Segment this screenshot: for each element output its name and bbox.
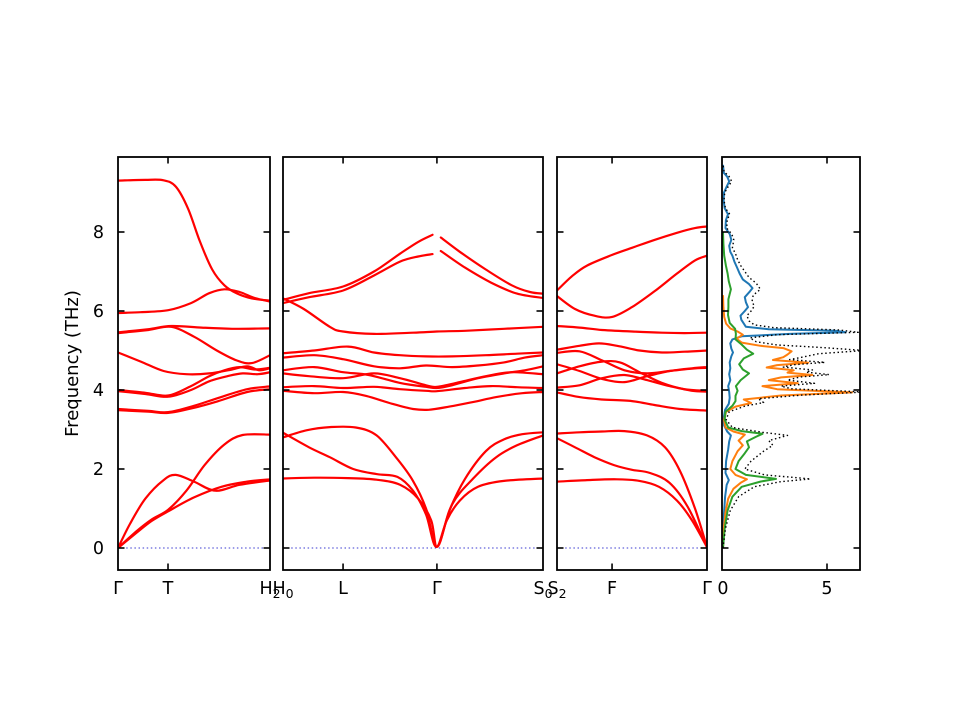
partial-dos-orange-curve bbox=[722, 295, 853, 549]
x-tick-label: Γ bbox=[702, 579, 712, 599]
phonon-band-curve bbox=[557, 349, 707, 375]
phonon-band-curve bbox=[283, 476, 543, 548]
x-tick-label: Γ bbox=[113, 579, 123, 599]
total-dos-curve bbox=[722, 164, 860, 549]
phonon-band-curve bbox=[557, 342, 707, 354]
y-axis-label: Frequency (THz) bbox=[62, 290, 83, 437]
phonon-band-curve bbox=[118, 365, 270, 397]
dos-x-tick-label: 5 bbox=[821, 579, 832, 599]
x-tick-label: F bbox=[607, 579, 617, 599]
phonon-band-curve bbox=[557, 225, 707, 292]
phonon-band-curve bbox=[118, 351, 270, 376]
phonon-band-curve bbox=[557, 391, 707, 412]
phonon-band-curve bbox=[118, 178, 270, 302]
y-tick-label: 6 bbox=[93, 302, 104, 322]
x-tick-label: H0 bbox=[272, 579, 293, 601]
phonon-band-curve bbox=[283, 253, 434, 305]
partial-dos-green-curve bbox=[722, 231, 777, 549]
phonon-band-curve bbox=[118, 371, 270, 398]
y-tick-label: 8 bbox=[93, 223, 104, 243]
curves-layer bbox=[118, 164, 860, 550]
phonon-band-curve bbox=[283, 354, 543, 370]
phonon-band-curve bbox=[118, 288, 270, 315]
phonon-band-curve bbox=[118, 325, 270, 365]
phonon-band-curve bbox=[557, 254, 707, 319]
phonon-band-curve bbox=[439, 236, 543, 295]
y-tick-label: 4 bbox=[93, 381, 104, 401]
x-tick-label: L bbox=[338, 579, 348, 599]
band-panel-frame-2 bbox=[282, 156, 544, 571]
band-panel-frame-3 bbox=[556, 156, 708, 571]
phonon-band-curve bbox=[557, 324, 707, 335]
y-tick-label: 0 bbox=[93, 539, 104, 559]
phonon-band-curve bbox=[283, 345, 543, 358]
phonon-band-curve bbox=[283, 297, 543, 336]
phonon-band-curve bbox=[439, 249, 543, 300]
phonon-band-curve bbox=[283, 384, 543, 393]
phonon-band-curve bbox=[283, 425, 543, 548]
phonon-band-curve bbox=[283, 431, 543, 548]
phonon-band-curve bbox=[283, 233, 434, 301]
phonon-band-curve bbox=[283, 389, 543, 412]
x-tick-label: T bbox=[162, 579, 174, 599]
frame-layer bbox=[117, 156, 861, 571]
x-tick-label: S0 bbox=[533, 579, 552, 601]
phonon-band-curve bbox=[557, 478, 707, 549]
phonon-band-curve bbox=[118, 473, 270, 550]
x-tick-label: Γ bbox=[432, 579, 442, 599]
phonon-band-curve bbox=[283, 365, 543, 390]
partial-dos-blue-curve bbox=[722, 164, 847, 549]
phonon-band-curve bbox=[557, 429, 707, 549]
phonon-band-curve bbox=[118, 324, 270, 334]
band-segment-1 bbox=[118, 178, 270, 550]
phonon-band-curve bbox=[118, 478, 270, 550]
dos-x-tick-label: 0 bbox=[717, 579, 728, 599]
phonon-band-curve bbox=[557, 359, 707, 392]
phonon-band-curve bbox=[118, 385, 270, 414]
band-panel-frame-1 bbox=[117, 156, 271, 571]
dos-panel-frame bbox=[721, 156, 861, 571]
dos-panel bbox=[722, 164, 860, 549]
phonon-band-curve bbox=[118, 433, 270, 550]
x-tick-label: H2 bbox=[259, 579, 280, 601]
band-segment-3 bbox=[557, 225, 707, 549]
y-tick-label: 2 bbox=[93, 460, 104, 480]
x-tick-label: S2 bbox=[547, 579, 566, 601]
phonon-band-curve bbox=[557, 437, 707, 549]
band-segment-2 bbox=[283, 233, 543, 549]
